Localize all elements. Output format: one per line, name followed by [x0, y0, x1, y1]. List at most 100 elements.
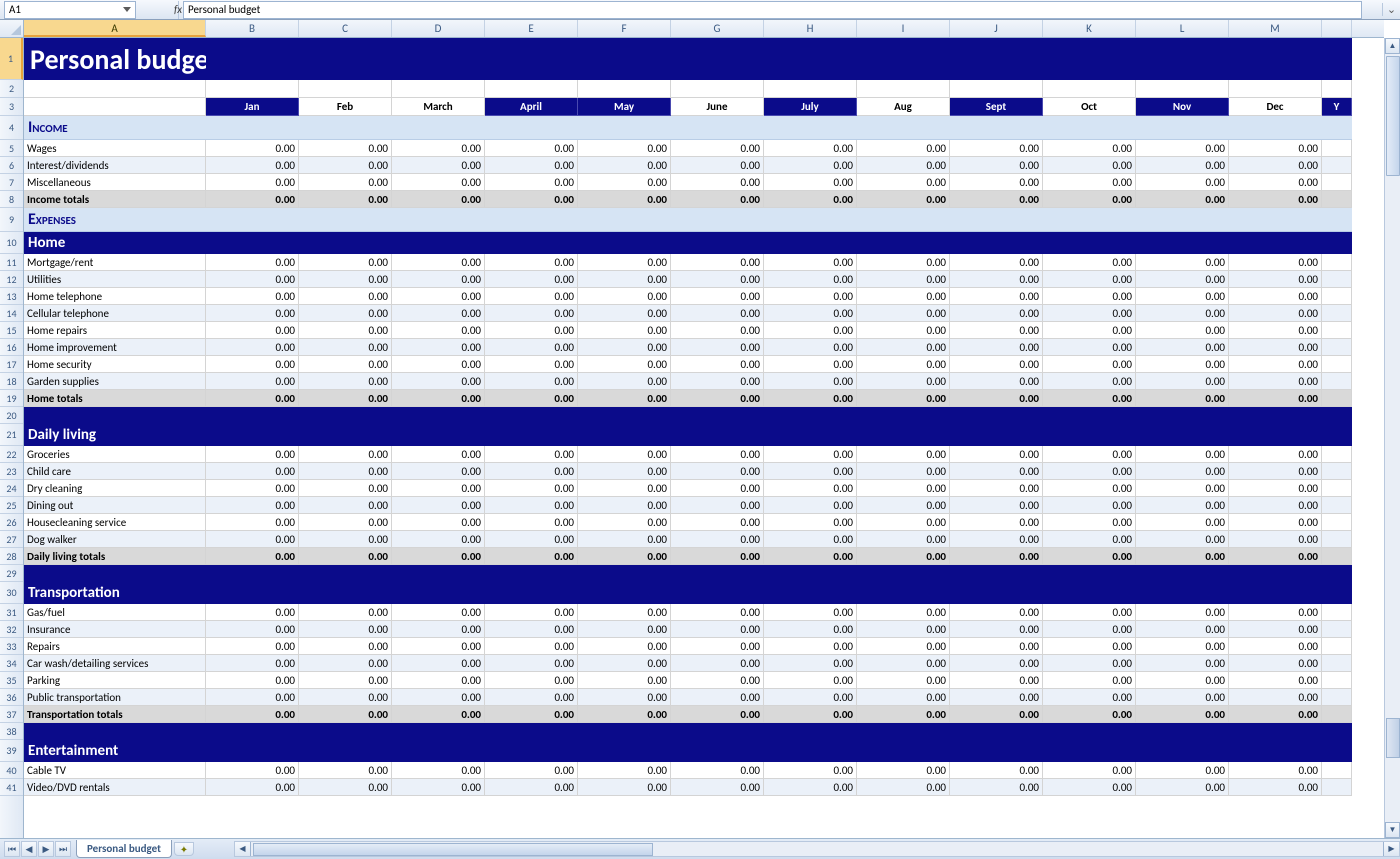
- cell[interactable]: 0.00: [857, 548, 950, 565]
- cell[interactable]: [764, 232, 857, 254]
- cell[interactable]: [1322, 407, 1352, 424]
- cell[interactable]: 0.00: [671, 463, 764, 480]
- cell[interactable]: 0.00: [392, 322, 485, 339]
- cell[interactable]: [1322, 723, 1352, 740]
- cell[interactable]: 0.00: [857, 322, 950, 339]
- scroll-right-icon[interactable]: ▶: [1383, 842, 1399, 856]
- cell[interactable]: [1322, 140, 1352, 157]
- cell[interactable]: 0.00: [950, 339, 1043, 356]
- cell[interactable]: 0.00: [1136, 140, 1229, 157]
- cell[interactable]: 0.00: [1229, 305, 1322, 322]
- cell[interactable]: 0.00: [578, 779, 671, 796]
- cell[interactable]: Groceries: [24, 446, 206, 463]
- cell[interactable]: [1322, 305, 1352, 322]
- cell[interactable]: 0.00: [764, 762, 857, 779]
- cell[interactable]: 0.00: [671, 288, 764, 305]
- cell[interactable]: 0.00: [857, 531, 950, 548]
- cell[interactable]: 0.00: [206, 514, 299, 531]
- cell[interactable]: [857, 116, 950, 140]
- cell[interactable]: 0.00: [206, 339, 299, 356]
- cell[interactable]: [1322, 497, 1352, 514]
- cell[interactable]: 0.00: [1043, 655, 1136, 672]
- cell[interactable]: 0.00: [578, 548, 671, 565]
- cell[interactable]: 0.00: [1229, 779, 1322, 796]
- cell[interactable]: Feb: [299, 98, 392, 116]
- scroll-up-icon[interactable]: ▲: [1385, 38, 1400, 54]
- cell[interactable]: 0.00: [392, 288, 485, 305]
- cell[interactable]: 0.00: [299, 779, 392, 796]
- cell[interactable]: 0.00: [671, 254, 764, 271]
- cell[interactable]: [392, 565, 485, 582]
- cell[interactable]: [578, 723, 671, 740]
- tab-next-icon[interactable]: ▶: [38, 841, 54, 857]
- cell[interactable]: 0.00: [299, 446, 392, 463]
- cell[interactable]: [1322, 582, 1352, 604]
- cell[interactable]: 0.00: [392, 271, 485, 288]
- cell[interactable]: 0.00: [485, 446, 578, 463]
- cell[interactable]: 0.00: [1136, 446, 1229, 463]
- cell[interactable]: Child care: [24, 463, 206, 480]
- cell[interactable]: [1322, 706, 1352, 723]
- cell[interactable]: [299, 424, 392, 446]
- cell[interactable]: 0.00: [578, 390, 671, 407]
- cell[interactable]: 0.00: [299, 655, 392, 672]
- cell[interactable]: [578, 208, 671, 232]
- cell[interactable]: 0.00: [206, 305, 299, 322]
- cell[interactable]: 0.00: [392, 604, 485, 621]
- cell[interactable]: 0.00: [1136, 305, 1229, 322]
- cell[interactable]: 0.00: [1043, 779, 1136, 796]
- cell[interactable]: 0.00: [485, 356, 578, 373]
- cell[interactable]: 0.00: [950, 480, 1043, 497]
- row-header[interactable]: 11: [0, 254, 23, 271]
- cell[interactable]: [206, 565, 299, 582]
- column-header[interactable]: F: [578, 20, 671, 37]
- name-box[interactable]: A1: [4, 1, 136, 19]
- cell[interactable]: Daily living: [24, 424, 206, 446]
- row-header[interactable]: 1: [0, 38, 23, 80]
- cell[interactable]: [1322, 446, 1352, 463]
- cell[interactable]: 0.00: [671, 446, 764, 463]
- cell[interactable]: 0.00: [950, 779, 1043, 796]
- cell[interactable]: Daily living totals: [24, 548, 206, 565]
- cell[interactable]: [1322, 339, 1352, 356]
- cell[interactable]: [206, 38, 299, 80]
- cell[interactable]: 0.00: [857, 305, 950, 322]
- row-header[interactable]: 3: [0, 98, 23, 116]
- cell[interactable]: [1322, 390, 1352, 407]
- cell[interactable]: 0.00: [392, 174, 485, 191]
- cell[interactable]: 0.00: [857, 446, 950, 463]
- cell[interactable]: [1322, 762, 1352, 779]
- cell[interactable]: 0.00: [764, 531, 857, 548]
- cell[interactable]: 0.00: [1136, 497, 1229, 514]
- cell[interactable]: [1322, 254, 1352, 271]
- cell[interactable]: [206, 116, 299, 140]
- row-header[interactable]: 30: [0, 582, 23, 604]
- cell[interactable]: 0.00: [671, 339, 764, 356]
- cell[interactable]: 0.00: [206, 531, 299, 548]
- cell[interactable]: [1229, 38, 1322, 80]
- row-header[interactable]: 29: [0, 565, 23, 582]
- cell[interactable]: 0.00: [392, 254, 485, 271]
- cell[interactable]: [1322, 463, 1352, 480]
- column-header[interactable]: L: [1136, 20, 1229, 37]
- cell[interactable]: Dry cleaning: [24, 480, 206, 497]
- cell[interactable]: 0.00: [206, 762, 299, 779]
- cell[interactable]: Personal budget: [24, 38, 206, 80]
- cell[interactable]: [578, 116, 671, 140]
- cell[interactable]: 0.00: [299, 706, 392, 723]
- cell[interactable]: 0.00: [857, 463, 950, 480]
- cell[interactable]: 0.00: [392, 548, 485, 565]
- cell[interactable]: 0.00: [671, 762, 764, 779]
- column-header[interactable]: G: [671, 20, 764, 37]
- cell[interactable]: [485, 740, 578, 762]
- cell[interactable]: 0.00: [1229, 514, 1322, 531]
- cell[interactable]: [299, 208, 392, 232]
- cell[interactable]: 0.00: [1229, 322, 1322, 339]
- cell[interactable]: [578, 740, 671, 762]
- cell[interactable]: 0.00: [764, 322, 857, 339]
- cell[interactable]: 0.00: [1136, 604, 1229, 621]
- cell[interactable]: 0.00: [1136, 271, 1229, 288]
- cell[interactable]: April: [485, 98, 578, 116]
- cell[interactable]: [392, 407, 485, 424]
- cell[interactable]: 0.00: [1136, 288, 1229, 305]
